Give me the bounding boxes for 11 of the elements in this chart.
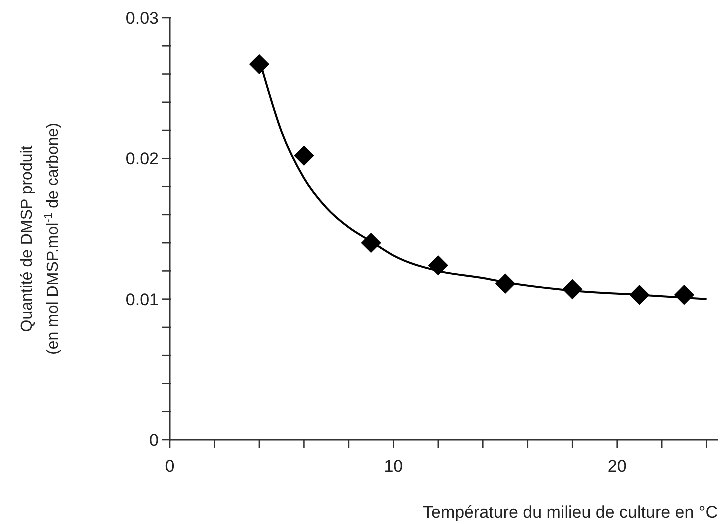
point	[249, 54, 270, 75]
y-tick-label: 0.01	[126, 290, 159, 310]
x-axis-title: Température du milieu de culture en °C	[422, 503, 718, 522]
y-tick-label: 0	[150, 431, 159, 450]
y-tick-label: 0.03	[126, 9, 159, 28]
y-tick-label: 0.02	[126, 150, 159, 169]
point	[294, 146, 314, 166]
point	[428, 255, 449, 276]
x-tick-label: 10	[384, 457, 404, 476]
x-tick-label: 0	[165, 457, 175, 476]
x-tick-label: 20	[608, 457, 627, 476]
